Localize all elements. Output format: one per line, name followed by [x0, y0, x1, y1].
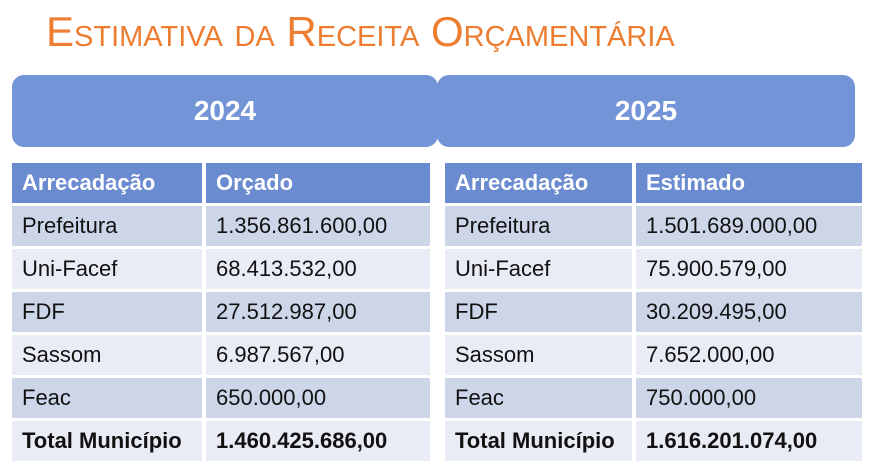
row-value: 6.987.567,00	[206, 335, 430, 375]
row-label: FDF	[445, 292, 632, 332]
total-label: Total Município	[12, 421, 202, 461]
row-value: 650.000,00	[206, 378, 430, 418]
row-label: Feac	[12, 378, 202, 418]
table-2025-header-estimado: Estimado	[636, 163, 862, 203]
row-value: 1.356.861.600,00	[206, 206, 430, 246]
row-label: Uni-Facef	[12, 249, 202, 289]
table-2025: Arrecadação Estimado Prefeitura 1.501.68…	[445, 163, 862, 461]
total-label: Total Município	[445, 421, 632, 461]
row-value: 7.652.000,00	[636, 335, 862, 375]
table-2024: Arrecadação Orçado Prefeitura 1.356.861.…	[12, 163, 430, 461]
row-label: Prefeitura	[12, 206, 202, 246]
table-2024-header-arrecadacao: Arrecadação	[12, 163, 202, 203]
row-label: FDF	[12, 292, 202, 332]
table-2024-header-orcado: Orçado	[206, 163, 430, 203]
year-banner-row: 2024 2025	[12, 75, 855, 147]
year-banner-2024: 2024	[12, 75, 438, 147]
row-label: Uni-Facef	[445, 249, 632, 289]
row-label: Sassom	[445, 335, 632, 375]
year-banner-2025-label: 2025	[614, 95, 678, 126]
total-value: 1.460.425.686,00	[206, 421, 430, 461]
row-label: Prefeitura	[445, 206, 632, 246]
row-label: Feac	[445, 378, 632, 418]
page-title: Estimativa da Receita Orçamentária	[46, 8, 675, 55]
year-banner-2025: 2025	[437, 75, 855, 147]
total-value: 1.616.201.074,00	[636, 421, 862, 461]
row-value: 750.000,00	[636, 378, 862, 418]
row-value: 27.512.987,00	[206, 292, 430, 332]
row-value: 75.900.579,00	[636, 249, 862, 289]
year-banner-2024-label: 2024	[193, 95, 257, 126]
row-value: 30.209.495,00	[636, 292, 862, 332]
row-value: 68.413.532,00	[206, 249, 430, 289]
table-2025-header-arrecadacao: Arrecadação	[445, 163, 632, 203]
row-value: 1.501.689.000,00	[636, 206, 862, 246]
row-label: Sassom	[12, 335, 202, 375]
